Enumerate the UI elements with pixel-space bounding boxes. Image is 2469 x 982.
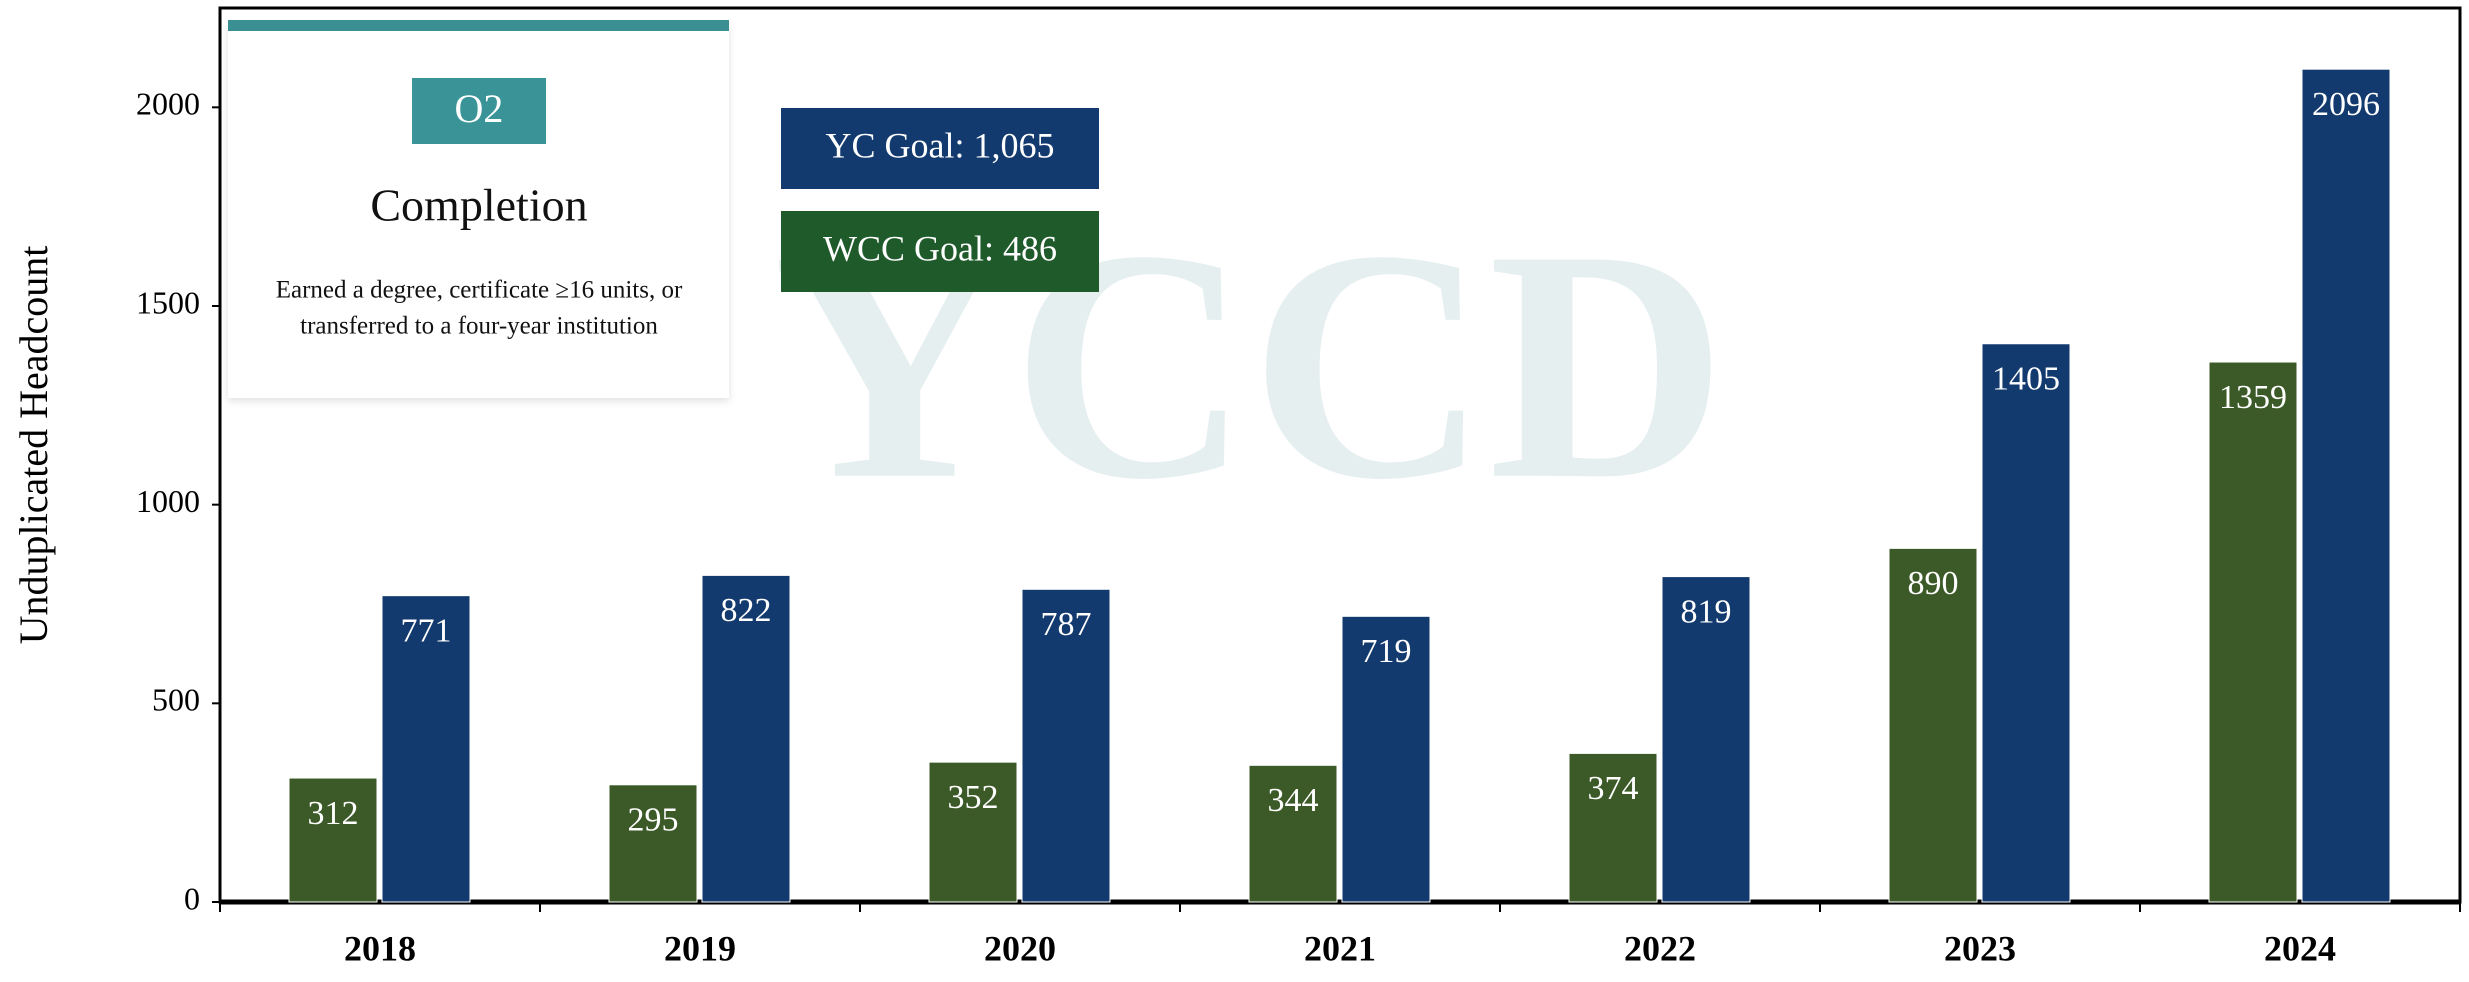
card-text: Earned a degree, certificate ≥16 units, …: [276, 277, 683, 304]
data-label: 2096: [2312, 86, 2380, 123]
y-tick-label: 1000: [136, 483, 200, 519]
x-tick-label: 2020: [984, 928, 1056, 968]
bar: [1661, 576, 1751, 903]
data-label: 771: [401, 612, 452, 649]
data-label: 890: [1908, 565, 1959, 602]
y-tick-label: 1500: [136, 284, 200, 320]
x-tick-label: 2024: [2264, 928, 2336, 968]
data-label: 374: [1588, 770, 1639, 807]
data-label: 719: [1361, 633, 1412, 670]
data-label: 1359: [2219, 379, 2287, 416]
y-tick-label: 500: [152, 682, 200, 718]
bar: [1568, 752, 1658, 903]
bar: [1341, 615, 1431, 903]
y-axis-title: Unduplicated Headcount: [11, 246, 56, 645]
goal-box: [781, 108, 1099, 189]
card-text: transferred to a four-year institution: [300, 313, 658, 340]
data-label: 822: [721, 592, 772, 629]
bar: [1981, 343, 2071, 903]
bar: [1888, 547, 1978, 903]
goal-box: [781, 211, 1099, 292]
data-label: 787: [1041, 606, 1092, 643]
data-label: 1405: [1992, 361, 2060, 398]
x-tick-label: 2018: [344, 928, 416, 968]
bar: [1248, 764, 1338, 903]
data-label: 344: [1268, 782, 1319, 819]
bar: [381, 595, 471, 903]
bar: [608, 784, 698, 903]
x-tick-label: 2023: [1944, 928, 2016, 968]
bar: [2301, 68, 2391, 903]
bar: [2208, 361, 2298, 903]
card-strip: [228, 20, 729, 31]
bar: [701, 574, 791, 903]
info-card: O2 Completion Earned a degree, certifica…: [228, 20, 729, 398]
bar: [288, 777, 378, 903]
data-label: 819: [1681, 593, 1732, 630]
y-tick-label: 0: [184, 880, 200, 916]
data-label: 352: [948, 779, 999, 816]
x-tick-label: 2019: [664, 928, 736, 968]
bar: [928, 761, 1018, 903]
y-tick-label: 2000: [136, 86, 200, 122]
card-title: Completion: [370, 180, 587, 231]
badge-bg: [412, 78, 546, 144]
badge: O2: [455, 86, 504, 131]
data-label: 312: [308, 795, 359, 832]
x-tick-label: 2021: [1304, 928, 1376, 968]
goal-label: YC Goal: 1,065: [826, 125, 1055, 165]
goal-label: WCC Goal: 486: [823, 228, 1057, 268]
data-label: 295: [628, 802, 679, 839]
bar: [1021, 588, 1111, 903]
x-tick-label: 2022: [1624, 928, 1696, 968]
